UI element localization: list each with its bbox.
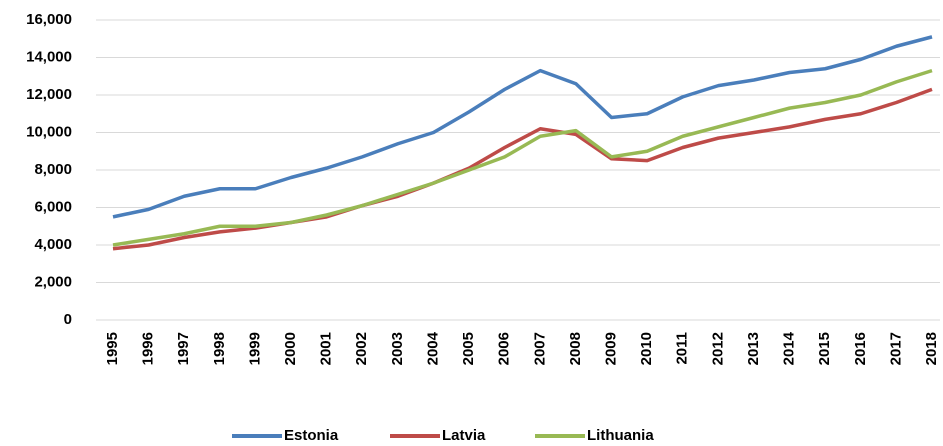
- x-tick-label: 2010: [638, 332, 655, 365]
- x-tick-label: 2011: [674, 332, 691, 365]
- x-tick-label: 2013: [745, 332, 762, 365]
- y-tick-label: 2,000: [34, 273, 72, 290]
- y-tick-label: 12,000: [26, 86, 72, 103]
- y-tick-label: 10,000: [26, 123, 72, 140]
- x-tick-label: 2003: [389, 332, 406, 365]
- x-tick-label: 1997: [175, 332, 192, 365]
- x-tick-label: 2004: [424, 331, 441, 365]
- x-tick-label: 2000: [282, 332, 299, 365]
- x-tick-label: 2005: [460, 332, 477, 365]
- y-tick-label: 8,000: [34, 161, 72, 178]
- y-tick-label: 4,000: [34, 236, 72, 253]
- x-tick-label: 1996: [140, 332, 157, 365]
- x-tick-label: 2001: [318, 332, 335, 365]
- x-tick-label: 2002: [353, 332, 370, 365]
- legend-label: Estonia: [284, 427, 339, 444]
- x-tick-label: 2017: [887, 332, 904, 365]
- x-tick-label: 2014: [781, 331, 798, 365]
- series-line: [112, 68, 933, 247]
- x-tick-label: 2015: [816, 332, 833, 365]
- y-tick-label: 6,000: [34, 198, 72, 215]
- legend-label: Lithuania: [587, 427, 654, 444]
- y-tick-label: 16,000: [26, 11, 72, 28]
- x-tick-label: 1995: [104, 332, 121, 365]
- x-tick-label: 2006: [496, 332, 513, 365]
- legend-label: Latvia: [442, 427, 486, 444]
- x-tick-label: 2012: [709, 332, 726, 365]
- x-tick-label: 1998: [211, 332, 228, 365]
- x-tick-label: 2009: [602, 332, 619, 365]
- x-tick-label: 2018: [923, 332, 940, 365]
- y-tick-label: 14,000: [26, 48, 72, 65]
- x-tick-label: 1999: [246, 332, 263, 365]
- x-tick-label: 2007: [531, 332, 548, 365]
- x-tick-label: 2008: [567, 332, 584, 365]
- series-line: [112, 87, 933, 251]
- y-tick-label: 0: [64, 311, 72, 328]
- series-line: [112, 35, 933, 219]
- x-tick-label: 2016: [852, 332, 869, 365]
